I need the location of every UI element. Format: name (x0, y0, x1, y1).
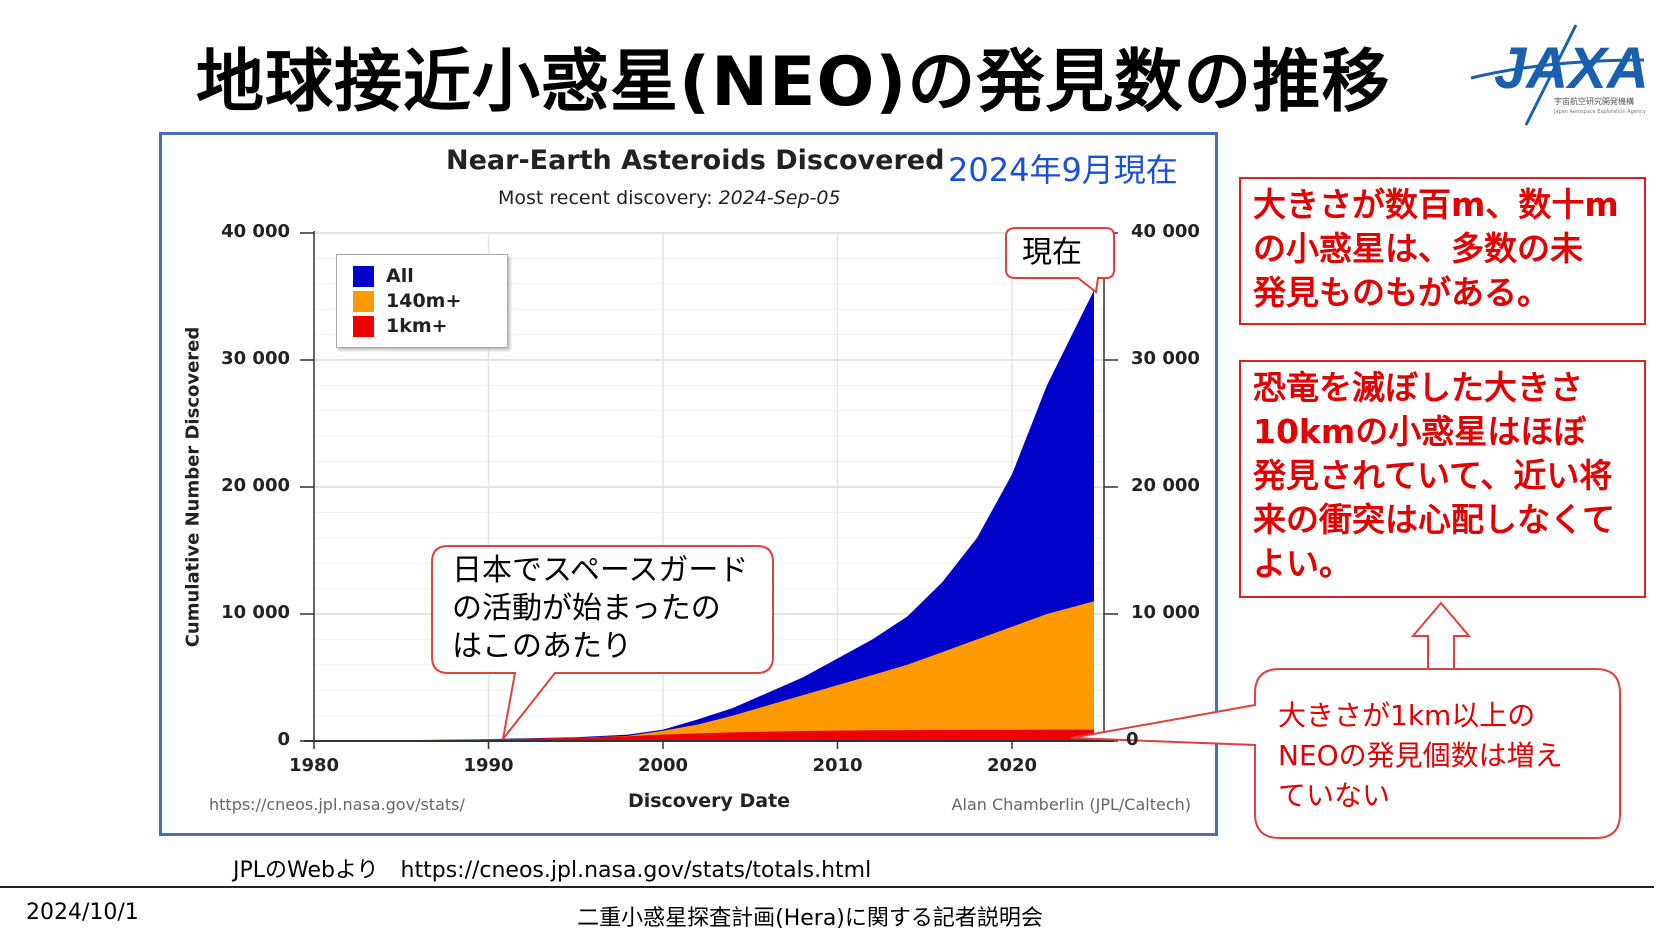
note-line: 来の衝突は心配しなくて (1253, 500, 1616, 539)
slide-title: 地球接近小惑星(NEO)の発見数の推移 (196, 43, 1391, 122)
x-tick-label: 1990 (463, 755, 514, 776)
x-axis-label: Discovery Date (627, 790, 791, 812)
km-note: 大きさが1km以上の NEOの発見個数は増え ていない (1278, 696, 1563, 816)
now-label: 現在 (1022, 235, 1082, 270)
area-series-all (314, 290, 1095, 741)
y-tick-label-left: 40 000 (221, 221, 290, 242)
legend-label: 1km+ (386, 315, 448, 337)
note-line: 10kmの小惑星はほぼ (1253, 412, 1587, 451)
source-url: https://cneos.jpl.nasa.gov/stats/ (209, 795, 465, 814)
chart-frame (159, 132, 1218, 836)
chart-legend: All 140m+ 1km+ (336, 254, 508, 348)
y-tick-label-right: 40 000 (1131, 221, 1200, 242)
y-tick-label-right: 30 000 (1131, 348, 1200, 369)
subtitle-prefix: Most recent discovery: (498, 187, 719, 209)
km-callout-shape (1070, 668, 1621, 839)
undiscovered-note-box: 大きさが数百m、数十m の小惑星は、多数の未 発見ものもがある。 (1239, 177, 1646, 325)
y-axis-label: Cumulative Number Discovered (182, 326, 204, 648)
legend-item-all: All (353, 265, 414, 287)
legend-item-1km: 1km+ (353, 315, 448, 337)
y-tick-label-left: 20 000 (221, 475, 290, 496)
note-line: 恐竜を滅ぼした大きさ (1253, 368, 1583, 407)
x-tick-label: 2000 (637, 755, 689, 776)
up-arrow-icon (1410, 601, 1472, 670)
y-tick-label-right: 10 000 (1131, 602, 1200, 623)
as-of-label: 2024年9月現在 (948, 151, 1178, 189)
footer-divider (0, 886, 1654, 888)
footer-title: 二重小惑星探査計画(Hera)に関する記者説明会 (577, 906, 1043, 931)
svg-text:JAXA: JAXA (1494, 36, 1648, 101)
legend-label: 140m+ (386, 290, 462, 312)
y-tick-label-left: 10 000 (221, 602, 290, 623)
svg-text:Japan Aerospace Exploration Ag: Japan Aerospace Exploration Agency (1553, 109, 1646, 115)
legend-item-140m: 140m+ (353, 290, 461, 312)
jaxa-logo: JAXA 宇宙航空研究開発機構 Japan Aerospace Explorat… (1470, 24, 1648, 126)
spaceguard-callout-shape (431, 545, 774, 740)
chart-credit: Alan Chamberlin (JPL/Caltech) (951, 795, 1191, 814)
chart-subtitle: Most recent discovery: 2024-Sep-05 (498, 187, 841, 209)
note-line: はこのあたり (452, 629, 632, 664)
note-line: の活動が始まったの (452, 591, 721, 626)
subtitle-date: 2024-Sep-05 (718, 187, 841, 209)
x-tick-label: 1980 (288, 755, 340, 776)
source-note: JPLのWebより https://cneos.jpl.nasa.gov/sta… (233, 858, 872, 883)
area-series-1km (314, 729, 1095, 741)
legend-label: All (386, 265, 414, 287)
area-series-140m (314, 601, 1095, 741)
y-tick-label-left: 0 (277, 729, 290, 750)
legend-swatch (353, 315, 374, 337)
spaceguard-note: 日本でスペースガード の活動が始まったの はこのあたり (452, 552, 748, 666)
svg-text:宇宙航空研究開発機構: 宇宙航空研究開発機構 (1554, 96, 1634, 106)
y-tick-label-left: 30 000 (221, 348, 290, 369)
note-line: 大きさが1km以上の (1278, 699, 1536, 732)
note-line: 日本でスペースガード (452, 553, 749, 588)
now-callout-shape (1005, 227, 1115, 294)
note-line: 発見されていて、近い将 (1253, 456, 1613, 495)
chart-title: Near-Earth Asteroids Discovered (446, 145, 945, 176)
note-line: NEOの発見個数は増え (1278, 739, 1563, 772)
note-line: 大きさが数百m、数十m (1253, 185, 1619, 224)
note-line: の小惑星は、多数の未 (1253, 229, 1583, 268)
legend-swatch (353, 265, 374, 287)
x-tick-label: 2020 (986, 755, 1038, 776)
x-tick-label: 2010 (812, 755, 863, 776)
note-line: 発見ものもがある。 (1253, 273, 1550, 312)
legend-swatch (353, 290, 374, 312)
footer-date: 2024/10/1 (26, 900, 139, 925)
dinosaur-note-box: 恐竜を滅ぼした大きさ 10kmの小惑星はほぼ 発見されていて、近い将 来の衝突は… (1239, 360, 1646, 598)
note-line: よい。 (1253, 544, 1352, 583)
note-line: ていない (1278, 779, 1391, 812)
y-tick-label-right: 20 000 (1131, 475, 1200, 496)
y-tick-label-right: 0 (1126, 729, 1139, 750)
